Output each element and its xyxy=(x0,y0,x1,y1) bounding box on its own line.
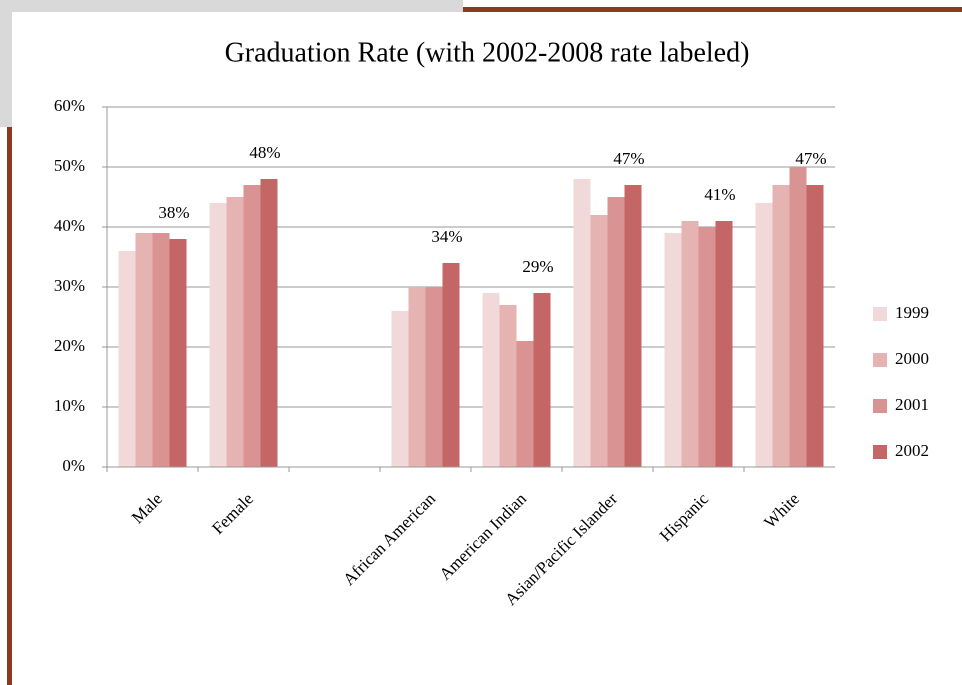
y-tick-label: 20% xyxy=(54,336,85,355)
bar xyxy=(243,185,261,467)
legend-label: 2001 xyxy=(895,395,929,414)
bar xyxy=(499,305,517,467)
legend-swatch xyxy=(873,353,887,367)
bar xyxy=(715,221,733,467)
bar xyxy=(772,185,790,467)
bar xyxy=(698,227,716,467)
bar xyxy=(516,341,534,467)
bar xyxy=(482,293,500,467)
legend-label: 2000 xyxy=(895,349,929,368)
bar xyxy=(425,287,443,467)
y-tick-label: 40% xyxy=(54,216,85,235)
bar xyxy=(533,293,551,467)
y-tick-label: 0% xyxy=(62,456,85,475)
legend-swatch xyxy=(873,399,887,413)
legend-label: 2002 xyxy=(895,441,929,460)
data-label: 48% xyxy=(249,143,280,162)
y-tick-label: 10% xyxy=(54,396,85,415)
bar xyxy=(391,311,409,467)
bar xyxy=(573,179,591,467)
bar xyxy=(590,215,608,467)
frame-left xyxy=(7,127,12,685)
data-label: 34% xyxy=(431,227,462,246)
data-label: 41% xyxy=(704,185,735,204)
chart-title: Graduation Rate (with 2002-2008 rate lab… xyxy=(225,37,750,68)
bar xyxy=(789,167,807,467)
legend-swatch xyxy=(873,307,887,321)
bar xyxy=(169,239,187,467)
bar xyxy=(664,233,682,467)
bar xyxy=(442,263,460,467)
bar xyxy=(209,203,227,467)
legend-swatch xyxy=(873,445,887,459)
bar xyxy=(260,179,278,467)
y-tick-label: 50% xyxy=(54,156,85,175)
data-label: 38% xyxy=(158,203,189,222)
data-label: 47% xyxy=(613,149,644,168)
y-tick-label: 30% xyxy=(54,276,85,295)
bar xyxy=(408,287,426,467)
bar xyxy=(118,251,136,467)
y-tick-label: 60% xyxy=(54,96,85,115)
bar xyxy=(152,233,170,467)
bar xyxy=(681,221,699,467)
bar xyxy=(806,185,824,467)
bar xyxy=(624,185,642,467)
frame-top xyxy=(463,7,962,12)
bar xyxy=(607,197,625,467)
data-label: 47% xyxy=(795,149,826,168)
bar xyxy=(226,197,244,467)
legend-label: 1999 xyxy=(895,303,929,322)
bar xyxy=(755,203,773,467)
bar xyxy=(135,233,153,467)
data-label: 29% xyxy=(522,257,553,276)
